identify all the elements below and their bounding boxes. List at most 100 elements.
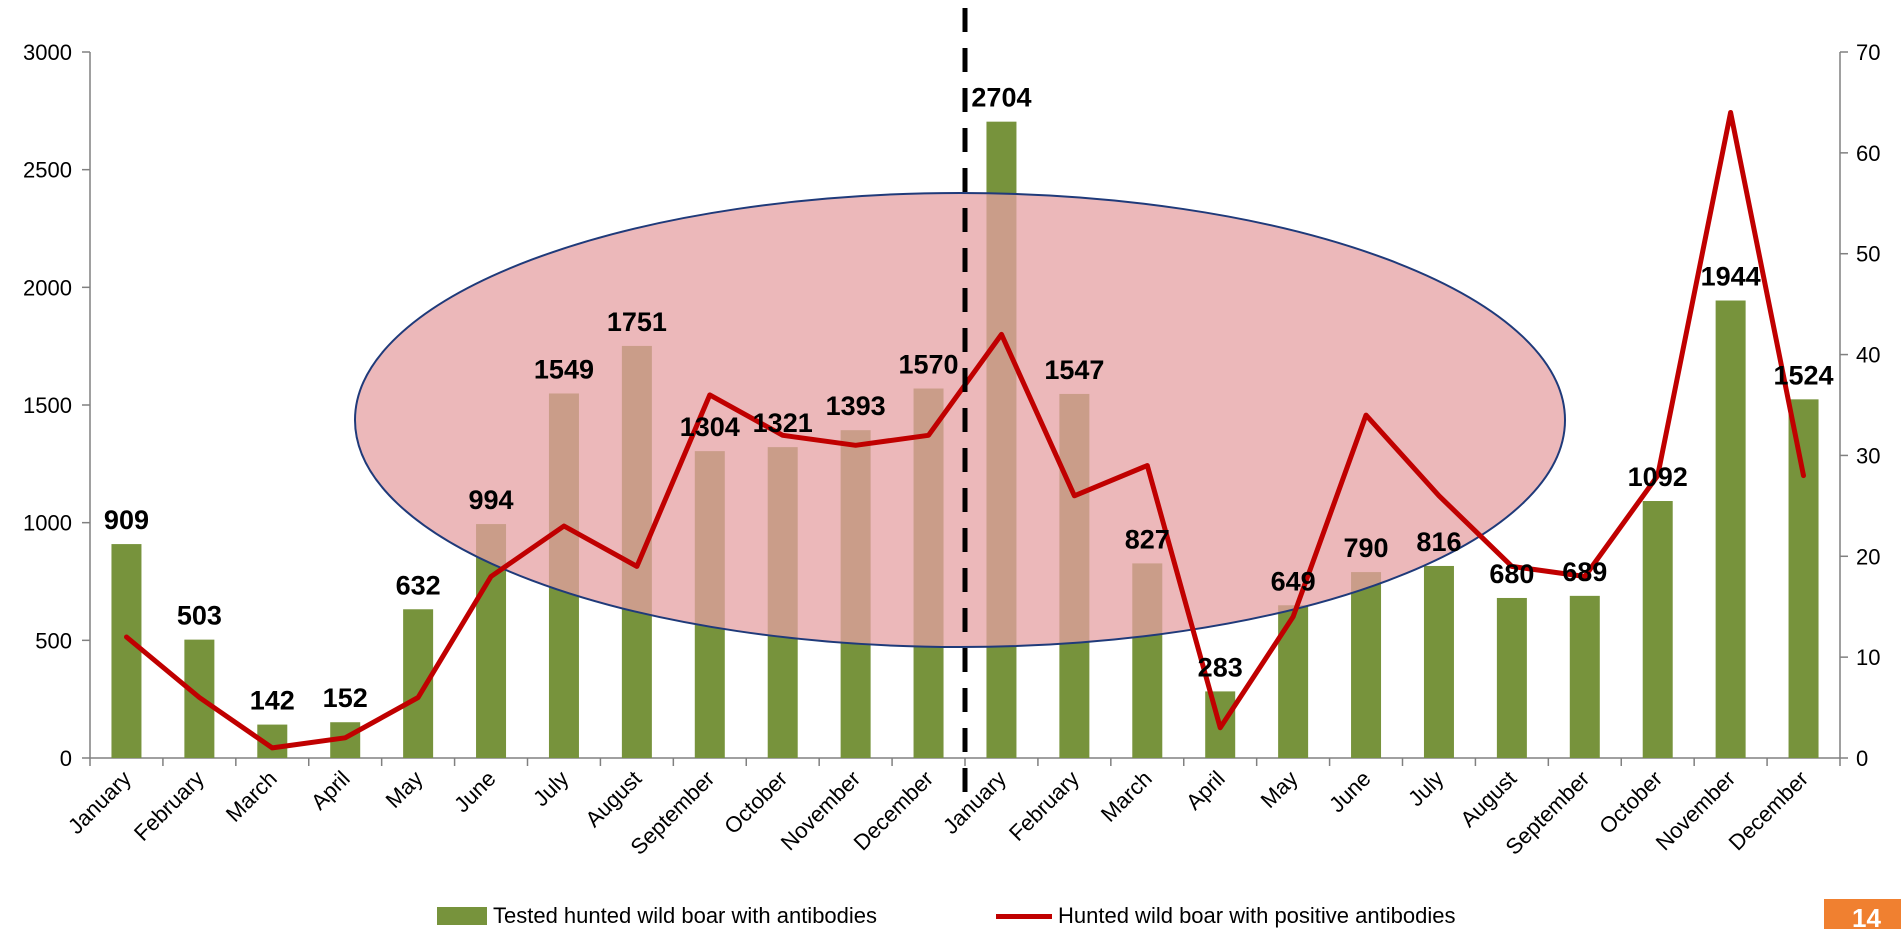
line-point — [854, 443, 858, 447]
y-right-tick-label: 0 — [1856, 746, 1868, 771]
x-category-label: February — [129, 766, 209, 846]
line-point — [1145, 464, 1149, 468]
page-number-badge: 14 — [1824, 899, 1901, 929]
data-label: 1570 — [899, 350, 959, 380]
bar — [111, 544, 142, 758]
x-category-label: February — [1004, 766, 1084, 846]
y-right-tick-label: 60 — [1856, 141, 1880, 166]
line-point — [781, 433, 785, 437]
legend-swatch-line — [996, 913, 1052, 919]
bar — [1351, 572, 1382, 758]
data-label: 1524 — [1774, 360, 1834, 390]
line-point — [1291, 615, 1295, 619]
data-label: 1393 — [826, 391, 886, 421]
data-label: 994 — [469, 485, 514, 515]
data-label: 142 — [250, 686, 295, 716]
x-category-label: April — [306, 766, 355, 815]
highlight-ellipse — [354, 192, 1566, 648]
bar — [1715, 300, 1746, 758]
legend-swatch-bar — [437, 907, 487, 925]
data-label: 503 — [177, 601, 222, 631]
legend-label-bar: Tested hunted wild boar with antibodies — [493, 903, 878, 928]
data-label: 1304 — [680, 412, 740, 442]
x-category-label: May — [381, 766, 428, 813]
y-left-tick-label: 2500 — [23, 158, 72, 183]
data-label: 680 — [1489, 559, 1534, 589]
data-label: 1092 — [1628, 462, 1688, 492]
data-label: 632 — [396, 570, 441, 600]
x-category-label: March — [1096, 766, 1157, 827]
line-point — [270, 746, 274, 750]
y-left-tick-label: 3000 — [23, 40, 72, 65]
x-category-label: March — [221, 766, 282, 827]
line-point — [1802, 474, 1806, 478]
legend-item-bar: Tested hunted wild boar with antibodies — [437, 903, 877, 929]
bar — [1496, 597, 1527, 758]
data-label: 827 — [1125, 524, 1170, 554]
line-point — [708, 393, 712, 397]
data-label: 649 — [1271, 566, 1316, 596]
y-right-tick-label: 70 — [1856, 40, 1880, 65]
y-right-tick-label: 40 — [1856, 343, 1880, 368]
data-label: 283 — [1198, 652, 1243, 682]
x-category-label: October — [719, 766, 792, 839]
data-label: 909 — [104, 505, 149, 535]
line-point — [197, 695, 201, 699]
line-point — [1437, 494, 1441, 498]
data-label: 689 — [1562, 557, 1607, 587]
y-left-tick-label: 1000 — [23, 511, 72, 536]
x-category-label: January — [938, 766, 1011, 839]
line-point — [489, 574, 493, 578]
x-category-label: August — [1455, 766, 1521, 832]
x-category-label: June — [449, 766, 500, 817]
y-right-tick-label: 30 — [1856, 443, 1880, 468]
y-right-tick-label: 10 — [1856, 645, 1880, 670]
data-labels: 909 503 142 152 632 994 1549 1751 1304 1321 1393 15… — [104, 83, 1834, 716]
line-point — [562, 524, 566, 528]
line-point — [1729, 111, 1733, 115]
x-category-label: April — [1181, 766, 1230, 815]
x-category-label: January — [63, 766, 136, 839]
line-point — [1364, 413, 1368, 417]
y-left-tick-label: 500 — [35, 628, 72, 653]
legend-item-line: Hunted wild boar with positive antibodie… — [996, 903, 1455, 929]
x-category-label: December — [1724, 766, 1813, 855]
data-label: 1751 — [607, 307, 667, 337]
y-right-tick-label: 50 — [1856, 242, 1880, 267]
axes: 0 500 1000 1500 2000 2500 3000 0 10 20 30 40 50 60 70 — [23, 40, 1880, 771]
page-number: 14 — [1852, 903, 1881, 929]
line-point — [927, 433, 931, 437]
x-category-label: December — [849, 766, 938, 855]
legend-label-line: Hunted wild boar with positive antibodie… — [1058, 903, 1456, 928]
highlight-ellipse-group — [354, 192, 1566, 648]
bar — [1423, 565, 1454, 758]
y-left-tick-label: 2000 — [23, 275, 72, 300]
line-point — [999, 332, 1003, 336]
line-point — [635, 564, 639, 568]
x-category-label: June — [1324, 766, 1375, 817]
y-right-tick-label: 20 — [1856, 544, 1880, 569]
line-point — [1583, 574, 1587, 578]
data-label: 1944 — [1701, 262, 1761, 292]
x-category-label: July — [1403, 766, 1448, 811]
bar — [1569, 595, 1600, 758]
y-left-tick-label: 0 — [60, 746, 72, 771]
data-label: 816 — [1416, 527, 1461, 557]
line-point — [1218, 726, 1222, 730]
bar — [1788, 399, 1819, 758]
line-point — [1656, 474, 1660, 478]
line-point — [416, 695, 420, 699]
data-label: 790 — [1344, 533, 1389, 563]
line-point — [124, 635, 128, 639]
line-point — [1510, 564, 1514, 568]
bar — [1642, 501, 1673, 758]
x-category-label: August — [580, 766, 646, 832]
data-label: 1547 — [1044, 355, 1104, 385]
data-label: 152 — [323, 683, 368, 713]
data-label: 2704 — [971, 83, 1031, 113]
data-label: 1321 — [753, 408, 813, 438]
line-point — [1072, 494, 1076, 498]
legend: Tested hunted wild boar with antibodies … — [0, 903, 1901, 929]
